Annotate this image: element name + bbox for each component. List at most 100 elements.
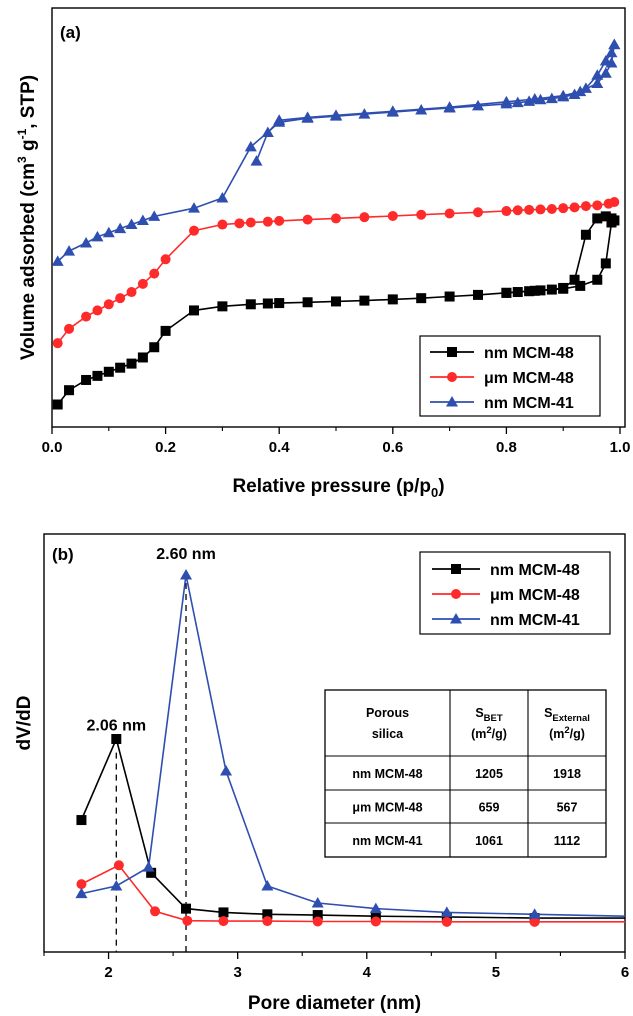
data-point: [524, 286, 535, 297]
data-point: [234, 218, 245, 229]
data-point: [81, 311, 92, 322]
data-point: [580, 201, 591, 212]
data-point: [110, 880, 123, 891]
data-point: [245, 217, 256, 228]
table-border: [324, 689, 607, 858]
data-point: [302, 214, 313, 225]
data-point: [535, 285, 546, 296]
data-point: [501, 287, 512, 298]
data-point: [52, 338, 63, 349]
text-part: 0: [431, 485, 438, 500]
surface-area-table: PoroussilicaSBET(m2/g)SExternal(m2/g)nm …: [324, 689, 607, 858]
data-point: [512, 205, 523, 216]
data-point: [415, 104, 428, 115]
data-point: [301, 111, 314, 122]
data-point: [189, 225, 199, 236]
data-point: [608, 38, 621, 50]
text-part: , STP): [18, 75, 39, 129]
data-point: [311, 896, 324, 908]
data-point: [126, 287, 137, 298]
data-point: [369, 902, 382, 914]
legend-label: μm MCM-48: [484, 370, 574, 387]
x-tick-label: 0.6: [382, 439, 403, 456]
data-point: [545, 92, 558, 104]
data-point: [273, 114, 286, 125]
panel-label: (a): [60, 23, 81, 42]
data-point: [440, 906, 453, 917]
table-cell: 1205: [475, 767, 503, 781]
legend-marker: [451, 589, 461, 599]
data-point: [103, 299, 114, 310]
data-point: [574, 85, 587, 97]
text-part: 2: [564, 725, 569, 736]
data-point: [558, 283, 569, 294]
data-point: [472, 99, 484, 111]
table-cell: 1918: [553, 767, 581, 781]
data-point: [180, 569, 193, 580]
data-point: [76, 879, 87, 890]
data-point: [220, 765, 233, 776]
x-tick-label: 0.4: [269, 439, 291, 456]
data-point: [416, 209, 427, 220]
peak-label: 2.06 nm: [87, 718, 147, 735]
legend-label: μm MCM-48: [490, 587, 580, 604]
legend-marker: [446, 396, 458, 407]
plot-frame: [51, 7, 626, 428]
data-point: [473, 289, 483, 300]
data-point: [599, 67, 612, 78]
data-point: [137, 352, 148, 363]
data-point: [149, 342, 160, 353]
data-point: [126, 358, 137, 369]
data-point: [142, 861, 155, 872]
text-part: -1: [15, 128, 29, 139]
data-point: [103, 366, 114, 377]
text-part: g: [18, 139, 39, 156]
peak-label: 2.60 nm: [156, 546, 216, 563]
plot-frame: [43, 533, 626, 953]
legend-label: nm MCM-48: [484, 345, 574, 362]
x-tick-label: 0.8: [496, 439, 517, 456]
text-part: BET: [484, 713, 503, 724]
text-part: (m: [549, 727, 564, 741]
legend-marker: [447, 372, 457, 382]
table-header: SExternal: [544, 706, 590, 724]
data-point: [160, 254, 171, 265]
data-point: [546, 284, 557, 295]
data-point: [387, 210, 398, 221]
text-part: 2: [486, 725, 491, 736]
text-part: silica: [372, 727, 404, 741]
text-part: /g): [492, 727, 507, 741]
data-point: [216, 191, 229, 203]
data-point: [64, 385, 75, 396]
data-point: [524, 204, 535, 215]
data-point: [370, 916, 381, 927]
data-point: [125, 218, 138, 230]
table-header-line2: (m2/g): [549, 725, 585, 741]
data-point: [149, 268, 160, 279]
table-cell: nm MCM-41: [352, 834, 422, 848]
data-point: [262, 216, 273, 227]
data-point: [218, 916, 229, 927]
data-point: [244, 140, 257, 152]
data-point: [444, 208, 455, 219]
data-point: [600, 211, 611, 222]
data-point: [111, 733, 122, 744]
data-point: [261, 880, 274, 891]
data-point: [606, 217, 617, 228]
data-point: [592, 200, 603, 211]
data-point: [75, 887, 88, 899]
data-point: [359, 295, 370, 306]
data-point: [76, 815, 87, 826]
data-point: [443, 101, 456, 112]
data-point: [114, 222, 127, 234]
legend-marker: [450, 613, 462, 624]
data-point: [181, 903, 192, 914]
panel-a: 0.0 0.2 0.4 0.6 0.8 1.0 (a) Relative pressure (…: [15, 7, 630, 500]
legend: nm MCM-48 μm MCM-48 nm MCM-41: [419, 335, 601, 417]
text-part: Porous: [366, 706, 409, 720]
data-point: [386, 105, 399, 116]
data-point: [416, 293, 427, 304]
data-point: [609, 197, 620, 208]
data-point: [569, 274, 580, 285]
data-point: [528, 92, 541, 104]
